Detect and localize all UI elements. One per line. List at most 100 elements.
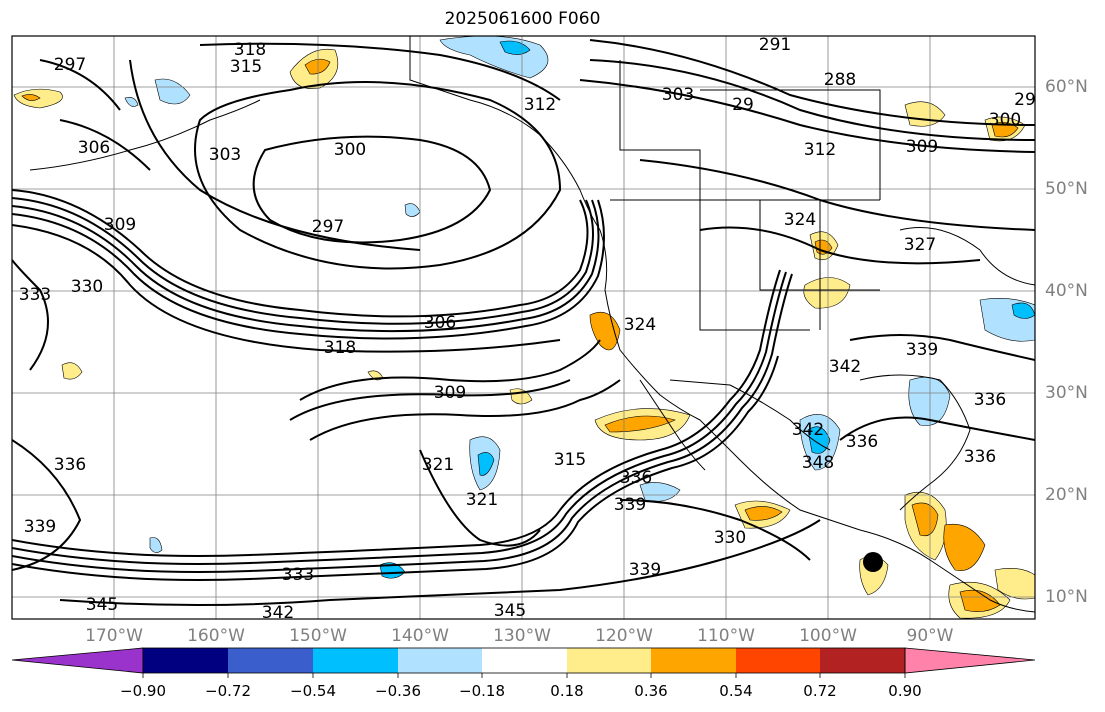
colorbar-tick-label: 0.36 <box>634 682 668 700</box>
contour-line <box>589 59 1035 141</box>
contour-label: 318 <box>234 40 266 60</box>
us-mexico-border <box>669 379 831 451</box>
colorbar-ticks <box>142 673 906 678</box>
contour-label: 342 <box>262 603 294 623</box>
colorbar-tick-label: 0.72 <box>803 682 837 700</box>
colorbar-bin <box>143 648 228 673</box>
contour-label: 333 <box>19 285 51 305</box>
map-title: 2025061600 F060 <box>444 9 601 29</box>
colorbar-tick-label: 0.18 <box>550 682 584 700</box>
coastlines <box>29 36 1035 613</box>
latitude-label: 10°N <box>1045 587 1088 607</box>
contour-label: 327 <box>904 235 936 255</box>
contour-label: 336 <box>846 432 878 452</box>
north-america-west-coast <box>599 229 861 531</box>
colorbar-tick-label: 0.54 <box>719 682 753 700</box>
contour-label: 291 <box>759 35 791 55</box>
latitude-label: 40°N <box>1045 281 1088 301</box>
contour-label: 321 <box>422 455 454 475</box>
shaded-fields <box>13 36 1035 619</box>
contour-line <box>12 355 779 581</box>
contour-label: 297 <box>312 217 344 237</box>
positive-area <box>589 311 621 351</box>
colorbar-bin <box>313 648 398 673</box>
mexico-coast <box>859 529 1035 613</box>
contour-line <box>59 519 821 606</box>
contour-label: 339 <box>24 517 56 537</box>
colorbar <box>11 647 1036 678</box>
contour-line <box>309 379 621 441</box>
contour-line <box>12 271 787 565</box>
negative-area <box>154 78 191 105</box>
contour-line <box>579 79 1035 153</box>
contour-label: 315 <box>554 450 586 470</box>
positive-area <box>304 58 331 75</box>
longitude-label: 140°W <box>391 626 449 646</box>
contour-line <box>252 135 492 244</box>
baja-california <box>639 379 706 471</box>
longitude-label: 120°W <box>595 626 653 646</box>
state-line <box>699 200 810 331</box>
contour-line <box>12 199 605 340</box>
contour-label: 339 <box>629 560 661 580</box>
contour-label: 333 <box>282 565 314 585</box>
positive-area <box>943 523 986 572</box>
positive-area <box>604 415 676 433</box>
contour-line <box>299 339 601 401</box>
colorbar-bin <box>482 648 567 673</box>
negative-area <box>124 97 139 107</box>
colorbar-tick-label: −0.18 <box>459 682 505 700</box>
contour-line <box>59 119 151 171</box>
colorbar-frame <box>142 647 906 674</box>
colorbar-bin <box>651 648 736 673</box>
latitude-label: 50°N <box>1045 179 1088 199</box>
contour-label: 315 <box>230 57 262 77</box>
positive-area <box>744 506 783 521</box>
contour-label: 342 <box>792 420 824 440</box>
colorbar-bin <box>736 648 820 673</box>
longitude-label: 100°W <box>799 626 857 646</box>
contour-line <box>12 199 600 333</box>
colorbar-extend-left <box>11 647 144 674</box>
contour-label: 306 <box>78 138 110 158</box>
contour-label: 318 <box>324 338 356 358</box>
negative-area <box>149 537 163 553</box>
contour-label: 339 <box>906 340 938 360</box>
longitude-label: 150°W <box>289 626 347 646</box>
latitude-label: 20°N <box>1045 485 1088 505</box>
contour-label: 297 <box>54 55 86 75</box>
contour-line <box>199 42 561 101</box>
contour-line <box>12 224 561 353</box>
positive-area <box>994 568 1035 600</box>
positive-area <box>959 589 1001 612</box>
positive-area <box>803 277 851 309</box>
contour-label: 303 <box>662 85 694 105</box>
contour-label: 336 <box>54 455 86 475</box>
contour-labels: 318 315 297 303 306 300 297 309 333 330 … <box>19 35 1035 623</box>
contour-label: 309 <box>906 137 938 157</box>
longitude-label: 90°W <box>906 626 954 646</box>
canada-line <box>700 89 881 200</box>
contour-label: 345 <box>86 595 118 615</box>
positive-area <box>911 502 939 537</box>
contour-line <box>839 416 1035 441</box>
contour-label: 336 <box>974 390 1006 410</box>
contours <box>12 39 1035 606</box>
contour-label: 309 <box>104 215 136 235</box>
contour-line <box>12 197 594 325</box>
great-lakes-region <box>899 227 1035 286</box>
negative-area <box>499 40 531 55</box>
contour-label: 345 <box>494 601 526 621</box>
colorbar-tick-label: −0.90 <box>120 682 166 700</box>
storm-center-marker <box>863 552 883 572</box>
contour-label: 312 <box>804 140 836 160</box>
colorbar-bin <box>567 648 651 673</box>
contour-line <box>12 439 82 571</box>
latitude-label: 60°N <box>1045 77 1088 97</box>
contour-label: 336 <box>620 468 652 488</box>
longitude-label: 170°W <box>85 626 143 646</box>
gulf-of-mexico-coast <box>859 374 971 511</box>
contour-line <box>12 259 49 371</box>
positive-area <box>21 94 41 101</box>
